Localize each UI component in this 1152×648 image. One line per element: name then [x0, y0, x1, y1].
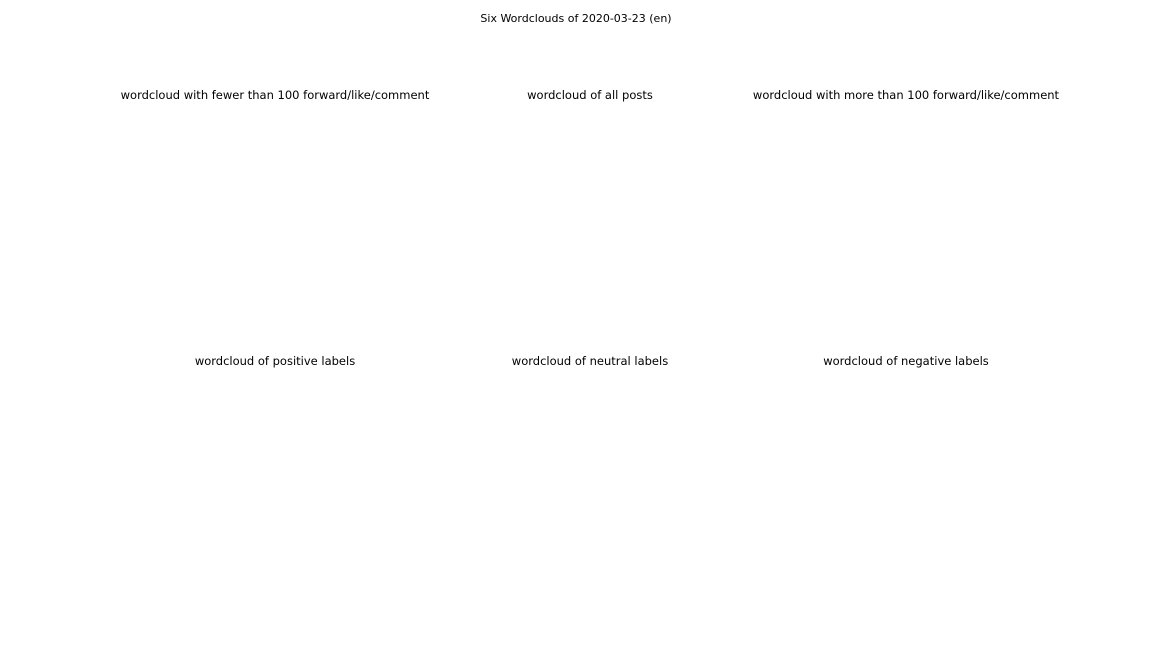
- panel-title: wordcloud of neutral labels: [511, 354, 669, 368]
- panel-title: wordcloud with fewer than 100 forward/li…: [120, 88, 430, 102]
- panel-title: wordcloud of negative labels: [823, 354, 989, 368]
- figure-title: Six Wordclouds of 2020-03-23 (en): [480, 12, 672, 25]
- panel-title: wordcloud of positive labels: [194, 354, 356, 368]
- panel-title: wordcloud of all posts: [527, 88, 653, 102]
- panel-title: wordcloud with more than 100 forward/lik…: [752, 88, 1060, 102]
